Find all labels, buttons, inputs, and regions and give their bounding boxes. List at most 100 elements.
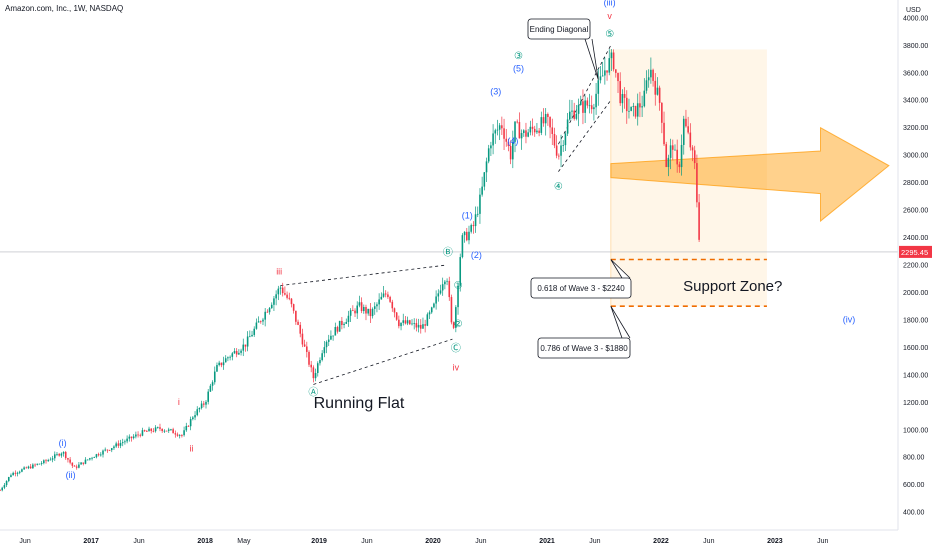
time-axis-ticks[interactable]: Jun 2017 Jun 2018 May 2019 Jun 2020 Jun 2021 Jun 20… [19,538,828,545]
candle-up [36,463,39,465]
candle-up [110,448,113,451]
candle-down [661,102,663,123]
candle-up [476,213,479,215]
candle-down [310,364,312,368]
candle-up [211,382,214,386]
candle-down [582,101,584,113]
candle-up [422,324,424,329]
candle-up [584,100,586,113]
candle-down [139,434,142,436]
trendlines [280,45,612,385]
candle-up [593,107,595,110]
candle-down [612,52,615,70]
candle-down [365,307,367,314]
candle-up [49,459,52,461]
candle-up [358,302,361,306]
candle-down [152,430,155,432]
candle-up [601,75,604,77]
candle-down [516,121,519,123]
candle-up [207,391,209,402]
candle-down [658,87,661,103]
candle-up [527,132,529,137]
candle-up [483,172,486,187]
candle-down [360,302,363,312]
candle-up [628,110,630,112]
candle-up [213,371,216,383]
candle-down [288,297,291,299]
candle-down [691,147,694,151]
diagonal-lower-trendline [558,99,612,172]
time-tick-label: 2021 [539,538,555,545]
candle-up [18,471,21,473]
candle-down [0,490,1,491]
price-axis[interactable] [898,0,932,550]
candle-up [115,443,117,447]
candle-down [58,453,60,456]
candle-down [531,126,534,129]
fib-618-label: 0.618 of Wave 3 - $2240 [537,284,625,293]
candle-up [514,121,516,142]
candle-down [671,145,674,150]
candle-down [108,449,111,451]
price-tick-label: 1400.00 [903,372,928,379]
candle-down [73,465,76,467]
candle-down [617,72,619,82]
candle-up [102,450,104,455]
candle-down [301,333,304,345]
candle-down [654,80,657,95]
candle-up [494,130,497,134]
candle-down [448,280,451,298]
time-tick-label: Jun [589,538,600,545]
time-tick-label: Jun [703,538,714,545]
candle-down [203,403,205,405]
candle-up [647,77,650,81]
candle-up [433,303,435,308]
candle-up [95,454,98,458]
candle-down [220,362,223,366]
time-tick-label: 2018 [197,538,213,545]
candle-up [27,466,30,469]
candle-up [382,293,385,297]
candle-down [424,324,426,326]
last-price-tag [899,245,932,258]
candle-up [562,145,565,146]
candle-up [21,469,23,472]
candle-up [400,322,402,327]
candle-up [656,87,659,95]
candle-up [446,280,448,282]
candle-down [14,472,17,474]
candle-down [625,97,628,112]
candle-up [132,436,135,439]
candle-up [564,133,567,146]
candle-down [354,310,356,314]
price-tick-label: 4000.00 [903,15,928,22]
candle-up [575,113,578,119]
candle-down [553,133,556,146]
currency-label: USD [906,7,921,14]
candle-down [696,163,698,203]
candles [0,49,700,492]
candle-up [183,430,185,436]
candle-down [71,462,74,466]
candle-up [224,358,227,363]
candle-down [391,301,394,309]
candle-up [251,334,253,337]
candle-down [606,70,608,73]
last-price-value: 2295.45 [901,248,928,257]
candle-up [156,427,159,429]
candle-down [389,296,391,302]
candle-up [362,307,365,312]
candle-up [636,103,639,117]
time-tick-label: May [237,538,251,545]
candle-up [43,460,45,464]
candle-up [426,314,429,326]
callouts: Ending Diagonal 0.618 of Wave 3 - $2240 … [527,18,632,359]
candle-up [343,323,345,326]
candle-up [461,235,464,258]
candle-down [176,434,179,436]
candle-down [542,117,545,124]
ending-diagonal-label: Ending Diagonal [530,25,589,34]
running-flat-label: Running Flat [314,395,405,412]
flat-upper-trendline [280,264,447,286]
